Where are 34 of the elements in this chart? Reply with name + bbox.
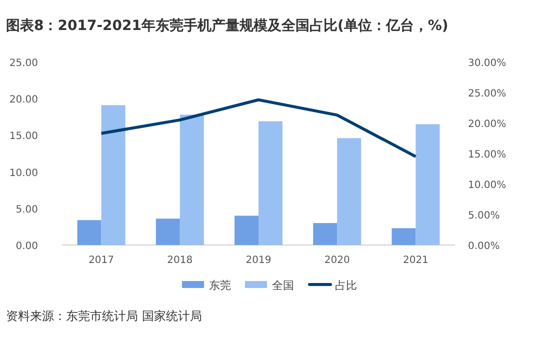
x-tick-label: 2018 — [167, 255, 193, 266]
x-tick-label: 2021 — [402, 255, 428, 266]
bar — [180, 114, 204, 245]
y-tick-label: 5.00 — [16, 204, 38, 216]
line-series — [100, 98, 418, 158]
y-tick-label: 10.00 — [9, 168, 38, 179]
y2-tick-label: 10.00% — [468, 180, 506, 191]
y2-tick-label: 5.00% — [468, 210, 500, 222]
y2-tick-label: 15.00% — [468, 150, 506, 160]
legend-label: 全国 — [272, 279, 294, 292]
legend-label: 东莞 — [209, 279, 231, 292]
text: 资料来源：东莞市统计局 国家统计局 — [6, 309, 202, 323]
bar — [392, 228, 416, 245]
y-tick-label: 0.00 — [16, 241, 38, 252]
bar — [234, 216, 258, 245]
y-tick-label: 25.00 — [9, 58, 38, 69]
bar — [313, 223, 338, 245]
x-tick-label: 2020 — [324, 255, 350, 266]
x-tick-label: 2017 — [88, 255, 114, 266]
y-tick-label: 15.00 — [9, 131, 38, 142]
y2-tick-label: 0.00% — [468, 241, 500, 252]
bar — [337, 138, 362, 245]
bar — [156, 218, 180, 245]
bar — [101, 105, 126, 245]
chart-title: 图表8：2017-2021年东莞手机产量规模及全国占比(单位：亿台，%) — [6, 17, 448, 34]
y2-tick-label: 20.00% — [468, 119, 506, 130]
bar — [77, 220, 102, 245]
y2-tick-label: 25.00% — [468, 88, 506, 100]
y2-tick-label: 30.00% — [468, 58, 506, 69]
bar — [416, 124, 440, 245]
legend-label: 占比 — [335, 279, 357, 292]
bar — [258, 121, 282, 245]
x-tick-label: 2019 — [246, 255, 272, 266]
y-tick-label: 20.00 — [9, 94, 38, 106]
